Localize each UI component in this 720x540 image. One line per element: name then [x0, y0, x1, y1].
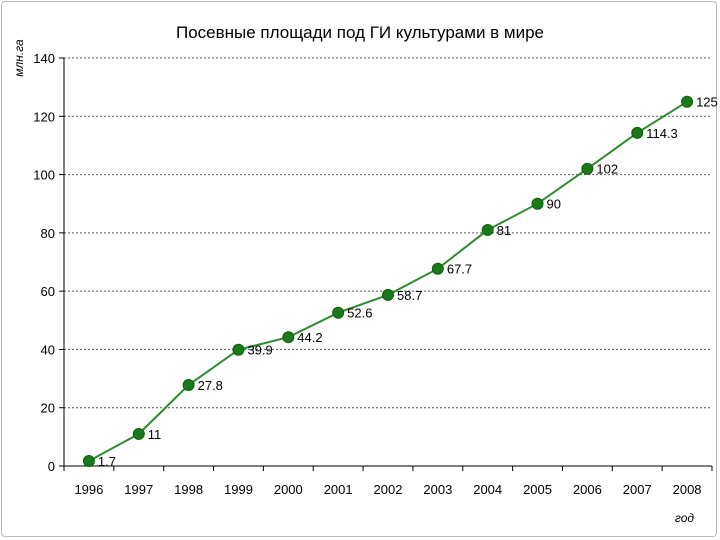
data-label: 90: [547, 197, 561, 212]
x-tick-label: 1997: [124, 482, 153, 497]
x-tick-label: 2000: [274, 482, 303, 497]
x-tick-label: 2003: [423, 482, 452, 497]
y-tick-label: 0: [48, 459, 55, 474]
y-tick-label: 40: [41, 342, 55, 357]
x-tick-label: 2004: [473, 482, 502, 497]
y-axis-label: млн.га: [12, 39, 26, 77]
data-point: [531, 197, 544, 210]
data-label: 1.7: [98, 454, 116, 469]
x-tick-label: 2008: [673, 482, 702, 497]
series-area: [82, 95, 694, 468]
series-line: [88, 100, 688, 462]
data-point: [431, 262, 444, 275]
data-label: 39.9: [247, 343, 272, 358]
data-point: [232, 343, 245, 356]
x-tick-label: 1996: [74, 482, 103, 497]
x-tick-label: 2007: [623, 482, 652, 497]
data-point: [132, 427, 145, 440]
x-axis-label: год: [675, 511, 694, 525]
x-tick-label: 2005: [523, 482, 552, 497]
chart-title: Посевные площади под ГИ культурами в мир…: [176, 23, 544, 42]
data-label: 125: [696, 95, 718, 110]
data-label: 114.3: [646, 126, 678, 141]
data-label: 67.7: [447, 262, 472, 277]
data-label: 11: [148, 427, 162, 442]
data-label: 58.7: [397, 288, 422, 303]
x-tick-label: 1998: [174, 482, 203, 497]
data-point: [282, 331, 295, 344]
y-tick-label: 20: [41, 401, 55, 416]
y-tick-label: 120: [33, 109, 55, 124]
data-labels: 1.7 11 27.8 39.9 44.2 52.6 58.7 67.7 81 90 102 114.…: [98, 95, 718, 469]
data-label: 81: [497, 223, 511, 238]
data-point: [82, 455, 95, 468]
y-tick-label: 140: [33, 51, 55, 66]
data-point: [631, 126, 644, 139]
data-point: [332, 306, 345, 319]
axes: [59, 57, 713, 471]
data-point: [581, 162, 594, 175]
data-point: [182, 378, 195, 391]
x-tick-label: 2002: [374, 482, 403, 497]
x-tick-label: 1999: [224, 482, 253, 497]
tick-labels: 0 20 40 60 80 100 120 140 1996 1997 1998 1999 2000 20…: [33, 51, 701, 497]
data-point: [382, 288, 394, 301]
data-label: 44.2: [297, 330, 322, 345]
y-tick-label: 80: [41, 226, 55, 241]
data-point: [681, 95, 694, 108]
x-tick-label: 2006: [573, 482, 602, 497]
y-tick-label: 100: [33, 168, 55, 183]
data-label: 27.8: [198, 378, 223, 393]
gridlines: [64, 57, 712, 409]
y-tick-label: 60: [41, 284, 55, 299]
data-label: 52.6: [347, 306, 372, 321]
data-point: [481, 223, 494, 236]
x-tick-label: 2001: [324, 482, 353, 497]
data-label: 102: [596, 162, 618, 177]
